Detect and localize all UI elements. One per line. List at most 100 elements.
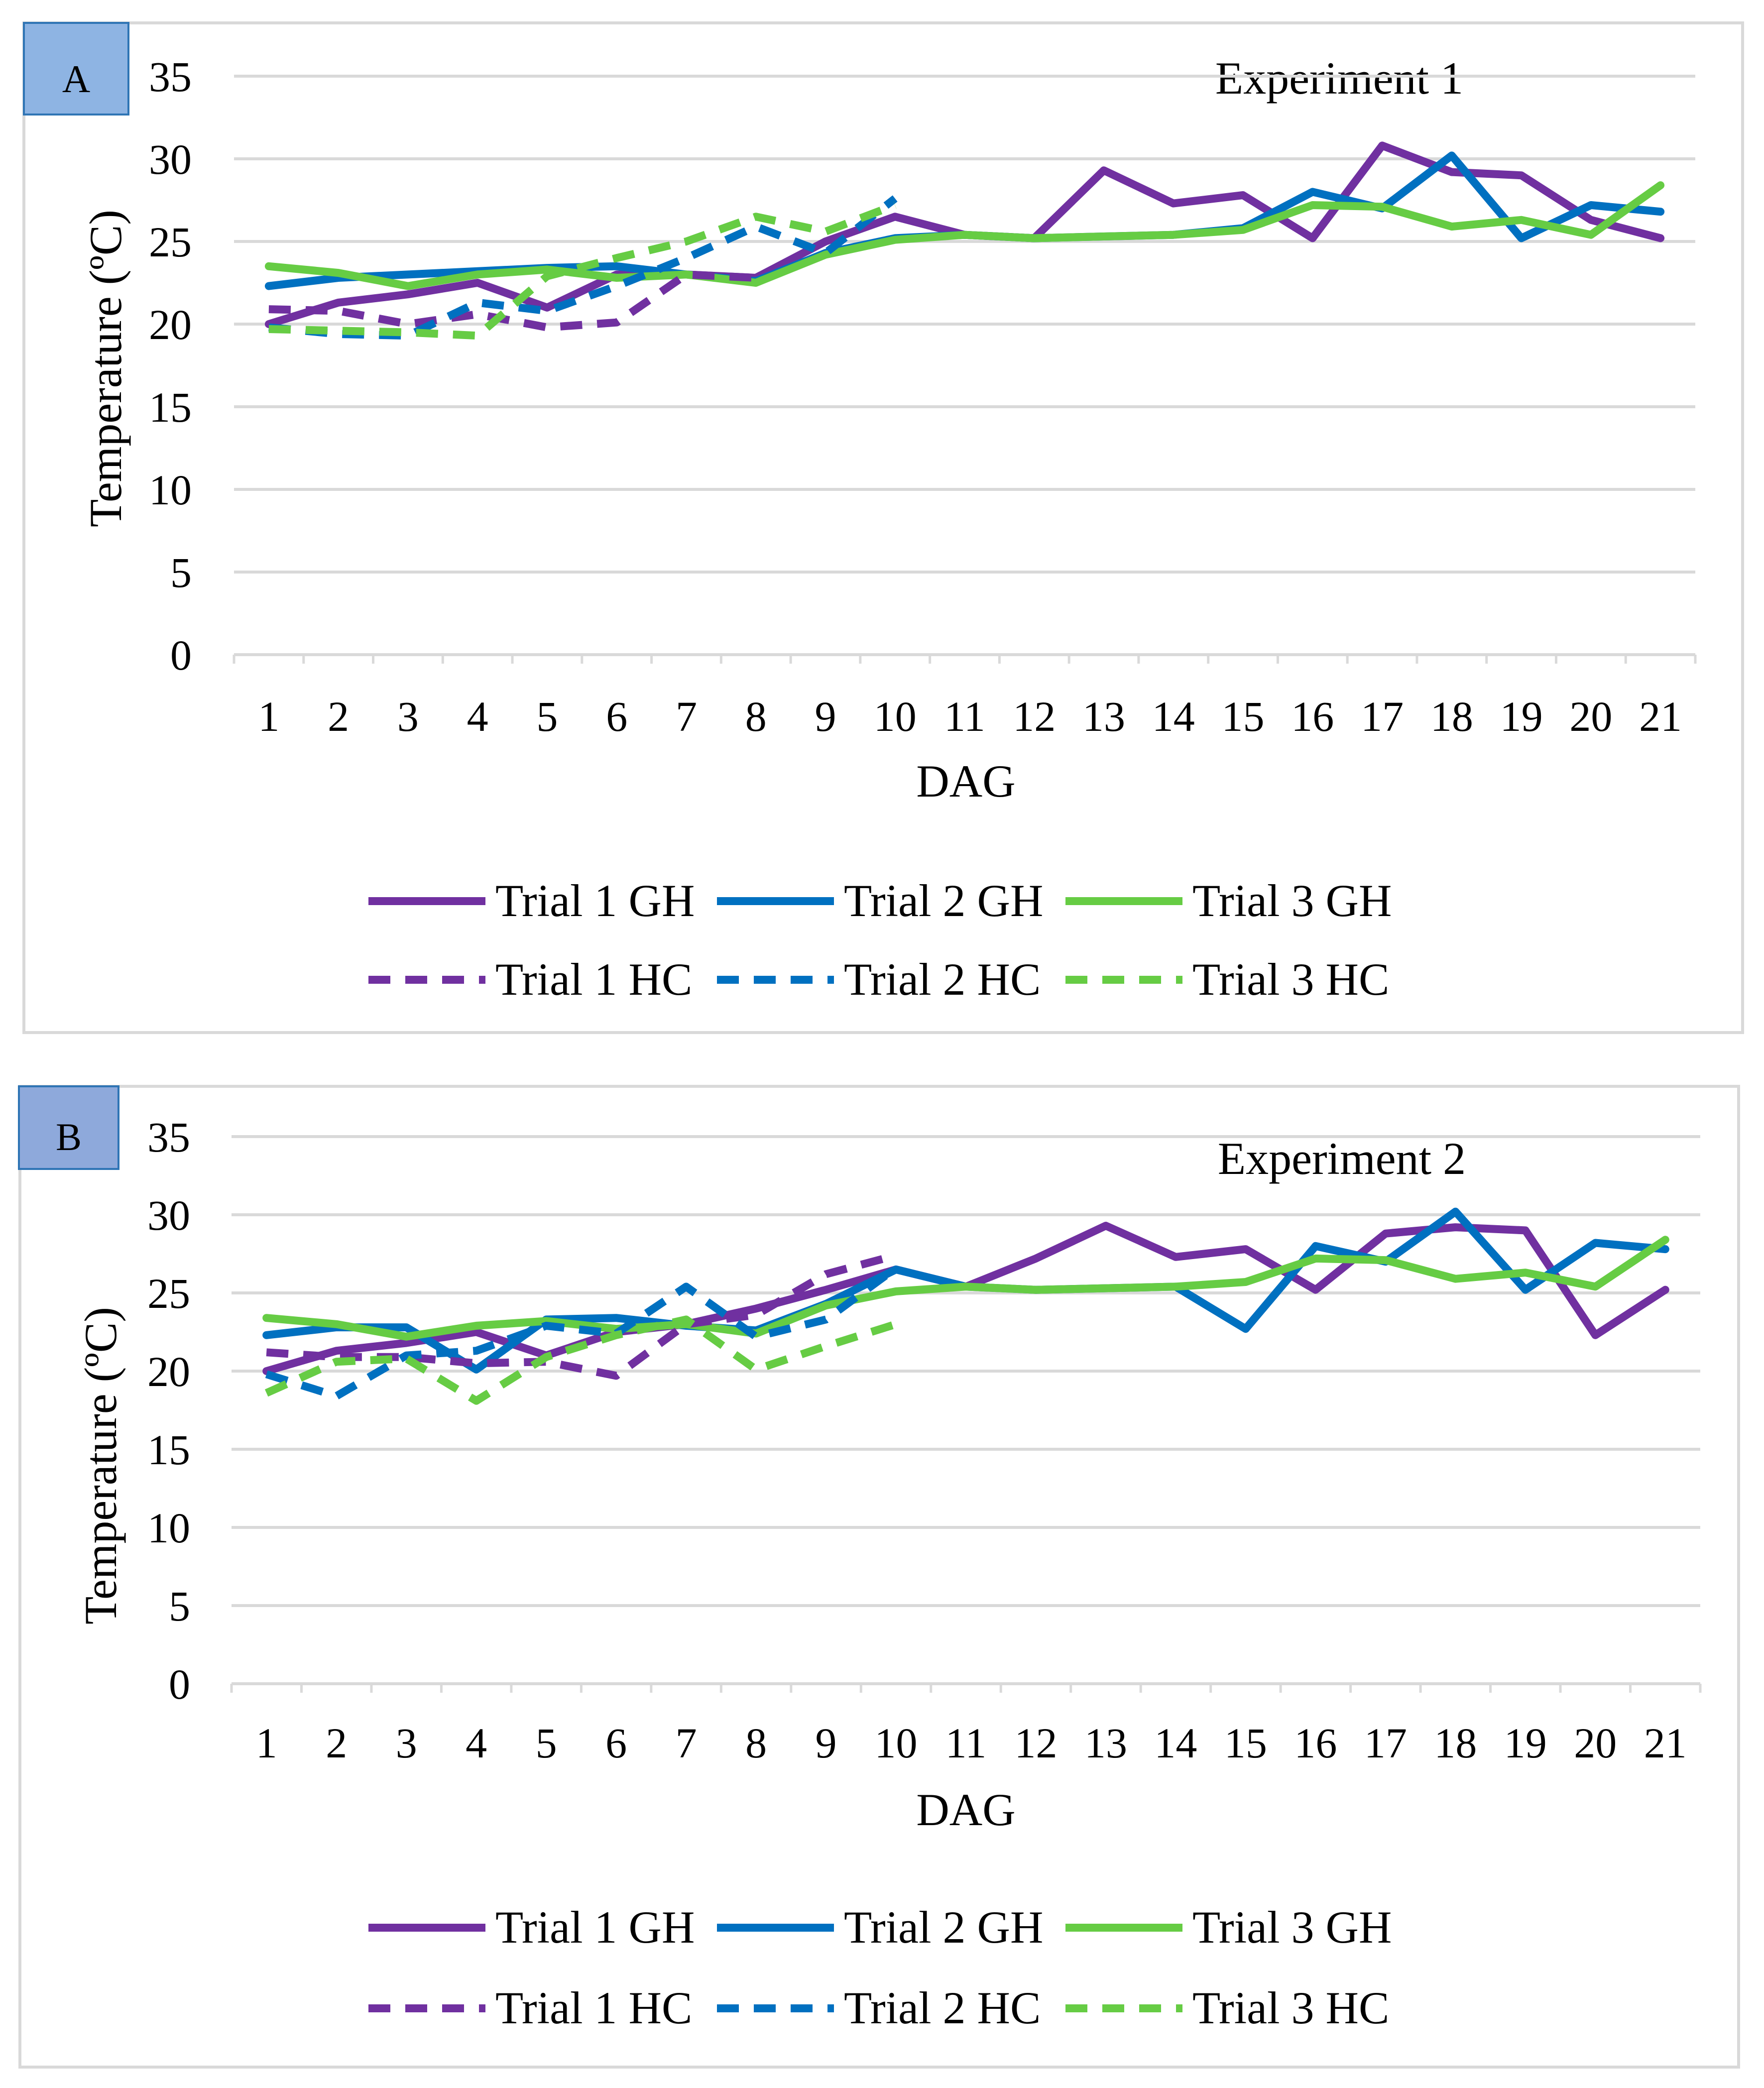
x-tick-labels: 1 2 3 4 5 6 7 8 9 10 11 12 13 14 15 16 17 18 19 20 21	[258, 693, 1682, 740]
gridlines	[233, 75, 1697, 664]
x-tick-label: 8	[745, 1719, 767, 1767]
x-tick-label: 12	[1014, 1719, 1057, 1767]
chart-title: Experiment 1	[1215, 53, 1463, 104]
x-tick-label: 13	[1082, 693, 1125, 740]
y-tick-label: 5	[169, 1582, 190, 1630]
x-tick-label: 15	[1222, 693, 1265, 740]
x-tick-label: 5	[536, 693, 558, 740]
panel-label: B	[56, 1115, 82, 1159]
y-tick-label: 20	[147, 1348, 190, 1395]
x-tick-label: 3	[396, 1719, 417, 1767]
y-tick-label: 10	[149, 466, 192, 514]
x-tick-labels: 1 2 3 4 5 6 7 8 9 10 11 12 13 14 15 16 17 18 19 20 21	[256, 1719, 1687, 1767]
series-line-trial-3-gh	[264, 181, 1665, 290]
x-tick-label: 7	[676, 1719, 697, 1767]
legend-label: Trial 1 HC	[495, 1982, 692, 2033]
series-line-trial-1-hc	[266, 1251, 897, 1380]
x-tick-label: 6	[605, 1719, 627, 1767]
series-line-trial-3-gh	[262, 1236, 1669, 1341]
panel-label: A	[62, 57, 90, 101]
y-tick-label: 30	[147, 1191, 190, 1239]
x-tick-label: 20	[1569, 693, 1612, 740]
y-tick-label: 0	[170, 631, 192, 679]
chart-title: Experiment 2	[1218, 1133, 1466, 1184]
chart-panel-a: A Experiment 1 Temperature (ºC) DAG 0510…	[22, 21, 1744, 1034]
legend-label: Trial 1 GH	[495, 875, 695, 926]
legend-label: Trial 3 GH	[1192, 875, 1392, 926]
x-tick-label: 13	[1084, 1719, 1127, 1767]
x-tick-label: 16	[1291, 693, 1334, 740]
legend-label: Trial 3 HC	[1192, 1982, 1389, 2033]
x-axis-label: DAG	[916, 756, 1015, 807]
y-axis-label: Temperature (ºC)	[80, 210, 131, 527]
x-tick-label: 1	[256, 1719, 277, 1767]
y-tick-label: 15	[149, 383, 192, 431]
legend-label: Trial 1 HC	[495, 954, 692, 1005]
series-line-trial-3-hc	[268, 201, 897, 340]
x-tick-label: 6	[606, 693, 627, 740]
y-tick-label: 35	[149, 53, 192, 101]
y-tick-label: 30	[149, 135, 192, 183]
y-tick-label: 10	[147, 1504, 190, 1552]
series-lines	[262, 1207, 1669, 1405]
y-tick-label: 0	[169, 1660, 190, 1708]
series-lines	[264, 141, 1665, 340]
legend-label: Trial 2 HC	[844, 1982, 1041, 2033]
x-tick-label: 10	[874, 693, 917, 740]
legend: Trial 1 GH Trial 2 GH Trial 3 GH Trial 1 HC…	[368, 875, 1392, 1005]
series-line-trial-1-hc	[268, 270, 756, 332]
x-tick-label: 17	[1364, 1719, 1407, 1767]
legend-label: Trial 2 GH	[844, 1902, 1043, 1953]
chart-frame	[18, 1085, 1740, 2069]
y-tick-label: 5	[170, 549, 192, 596]
x-tick-label: 2	[328, 693, 349, 740]
x-axis-label: DAG	[916, 1784, 1015, 1835]
x-tick-label: 21	[1644, 1719, 1687, 1767]
x-tick-label: 17	[1361, 693, 1404, 740]
x-tick-label: 8	[745, 693, 767, 740]
x-tick-label: 15	[1224, 1719, 1267, 1767]
legend-label: Trial 2 HC	[844, 954, 1041, 1005]
x-tick-label: 14	[1154, 1719, 1197, 1767]
legend: Trial 1 GH Trial 2 GH Trial 3 GH Trial 1 HC…	[368, 1902, 1392, 2033]
x-tick-label: 9	[815, 693, 836, 740]
y-axis-label: Temperature (ºC)	[75, 1307, 126, 1624]
chart-panel-b: B Experiment 2 Temperature (ºC) DAG 0510…	[18, 1085, 1740, 2069]
x-tick-label: 5	[536, 1719, 557, 1767]
legend-label: Trial 1 GH	[495, 1902, 695, 1953]
chart-frame	[22, 21, 1744, 1034]
x-tick-label: 19	[1500, 693, 1543, 740]
legend-label: Trial 2 GH	[844, 875, 1043, 926]
panel-label-box	[18, 1085, 119, 1170]
series-line-trial-3-hc	[264, 1315, 897, 1405]
x-tick-label: 7	[676, 693, 697, 740]
x-tick-label: 18	[1434, 1719, 1477, 1767]
y-tick-label: 25	[147, 1270, 190, 1317]
x-tick-label: 18	[1430, 693, 1473, 740]
y-tick-labels: 0 5 10 15 20 25 30 35	[149, 53, 192, 679]
x-tick-label: 11	[944, 693, 985, 740]
legend-label: Trial 3 GH	[1192, 1902, 1392, 1953]
x-tick-label: 10	[875, 1719, 918, 1767]
legend-label: Trial 3 HC	[1192, 954, 1389, 1005]
series-line-trial-2-hc	[265, 1265, 899, 1400]
x-tick-label: 19	[1504, 1719, 1547, 1767]
x-tick-label: 4	[466, 1719, 487, 1767]
x-tick-label: 9	[816, 1719, 837, 1767]
x-tick-label: 21	[1639, 693, 1682, 740]
x-tick-label: 3	[397, 693, 419, 740]
y-tick-label: 25	[149, 218, 192, 266]
y-tick-labels: 0 5 10 15 20 25 30 35	[147, 1113, 190, 1708]
y-tick-label: 20	[149, 301, 192, 348]
y-tick-label: 35	[147, 1113, 190, 1161]
x-tick-label: 12	[1013, 693, 1056, 740]
y-tick-label: 15	[147, 1426, 190, 1474]
panel-label-box	[23, 22, 129, 116]
x-tick-label: 20	[1574, 1719, 1617, 1767]
x-tick-label: 4	[467, 693, 488, 740]
x-tick-label: 1	[258, 693, 279, 740]
x-tick-label: 11	[945, 1719, 987, 1767]
x-tick-label: 14	[1152, 693, 1195, 740]
x-tick-label: 2	[326, 1719, 347, 1767]
